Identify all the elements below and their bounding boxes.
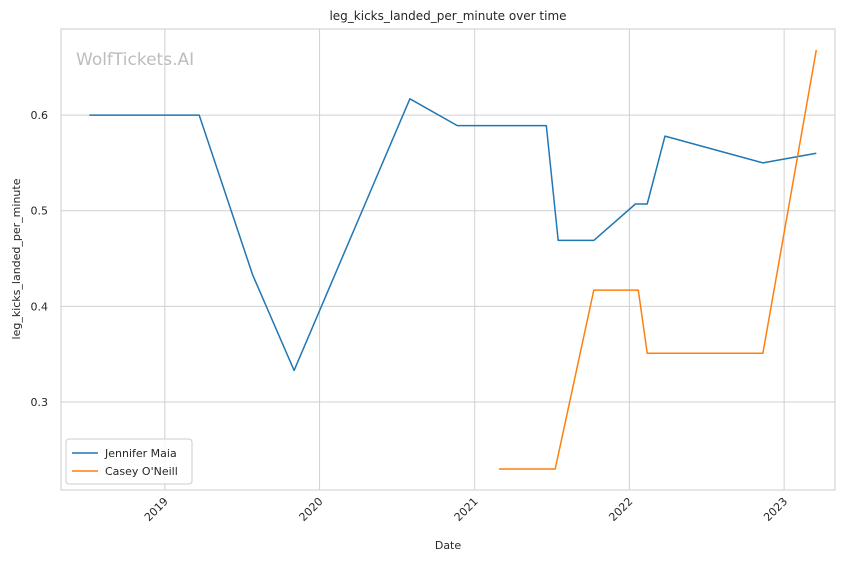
- y-tick-label-0.5: 0.5: [31, 205, 49, 218]
- y-tick-label-0.4: 0.4: [31, 300, 49, 313]
- y-axis-ticks: 0.3 0.4 0.5 0.6: [31, 109, 49, 409]
- y-tick-label-0.6: 0.6: [31, 109, 49, 122]
- series-layer: [89, 49, 818, 470]
- x-axis-ticks: 2019 2020 2021 2022 2023: [142, 495, 790, 524]
- x-tick-label-2020: 2020: [297, 495, 326, 524]
- x-tick-label-2019: 2019: [142, 495, 171, 524]
- x-tick-label-2022: 2022: [606, 495, 635, 524]
- y-axis-label: leg_kicks_landed_per_minute: [10, 178, 23, 339]
- legend-box: [65, 438, 193, 485]
- grid: [61, 29, 835, 490]
- legend: Jennifer Maia Casey O'Neill: [65, 438, 193, 485]
- chart-title: leg_kicks_landed_per_minute over time: [329, 9, 566, 23]
- watermark-text: WolfTickets.AI: [76, 50, 194, 70]
- series-line-jennifer-maia: [89, 98, 817, 372]
- x-axis-label: Date: [435, 539, 462, 552]
- legend-label-casey-oneill: Casey O'Neill: [105, 465, 178, 478]
- x-tick-label-2023: 2023: [761, 495, 790, 524]
- plot-frame: [60, 28, 836, 491]
- legend-label-jennifer-maia: Jennifer Maia: [104, 447, 177, 460]
- x-tick-label-2021: 2021: [452, 495, 481, 524]
- y-tick-label-0.3: 0.3: [31, 396, 49, 409]
- series-line-casey-o-neill: [498, 49, 818, 470]
